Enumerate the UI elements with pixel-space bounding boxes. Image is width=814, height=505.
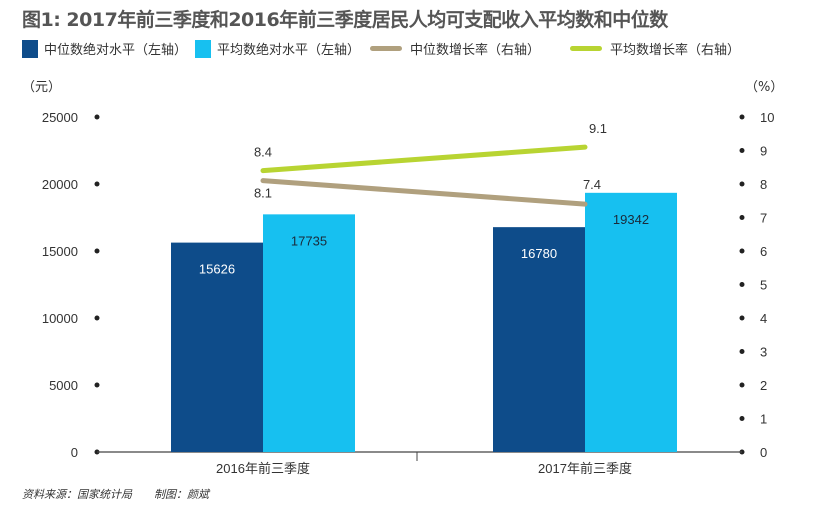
right-axis-unit: （%） <box>745 80 784 95</box>
bar-data-label: 15626 <box>199 262 235 277</box>
right-axis-tick-dot <box>739 282 745 287</box>
legend-swatch <box>195 39 212 58</box>
left-axis-tick-label: 0 <box>71 445 78 460</box>
source-note: 资料来源：国家统计局 <box>22 488 132 501</box>
right-axis-tick-dot <box>739 416 745 421</box>
left-axis-tick-dot <box>94 382 100 388</box>
right-axis-tick-dot <box>739 114 745 120</box>
right-axis-tick-label: 2 <box>760 378 767 393</box>
bar-data-label: 19342 <box>613 212 649 227</box>
right-axis-tick-dot <box>739 349 745 354</box>
legend-line <box>570 46 603 51</box>
bar-data-label: 16780 <box>521 246 557 261</box>
left-axis-tick-label: 20000 <box>42 177 78 192</box>
legend-label: 平均数绝对水平（左轴） <box>217 43 361 58</box>
left-axis-tick-label: 5000 <box>49 378 78 393</box>
legend-label: 平均数增长率（右轴） <box>610 43 741 58</box>
right-axis-tick-label: 1 <box>760 412 767 427</box>
left-axis-tick-dot <box>94 315 100 321</box>
line-median-growth <box>260 178 588 207</box>
legend: 中位数绝对水平（左轴） 平均数绝对水平（左轴） 中位数增长率（右轴） 平均数增长… <box>22 39 748 58</box>
line-mean-growth <box>260 144 588 174</box>
left-axis-tick-label: 10000 <box>42 311 78 326</box>
right-axis-tick-dot <box>739 382 745 388</box>
bar-median <box>493 227 585 452</box>
right-axis-tick-dot <box>739 148 745 153</box>
left-axis-tick-dot <box>94 181 100 187</box>
bar-data-label: 17735 <box>291 233 327 248</box>
right-axis-tick-label: 3 <box>760 345 767 360</box>
legend-item-mean-level: 平均数绝对水平（左轴） <box>195 39 360 58</box>
left-axis-tick-dot <box>94 248 100 254</box>
right-axis-tick-dot <box>739 215 745 220</box>
bar-mean <box>263 214 355 452</box>
right-axis-tick-label: 8 <box>760 177 767 192</box>
legend-label: 中位数绝对水平（左轴） <box>44 43 188 58</box>
author-note: 制图：颜斌 <box>154 488 209 501</box>
right-axis-tick-label: 5 <box>760 278 767 293</box>
legend-item-median-level: 中位数绝对水平（左轴） <box>22 39 187 58</box>
right-axis-tick-dot <box>739 181 745 187</box>
x-axis-category-label: 2017年前三季度 <box>538 461 632 476</box>
left-axis-tick-label: 25000 <box>42 110 78 125</box>
bar-mean <box>585 192 677 452</box>
legend-item-mean-growth: 平均数增长率（右轴） <box>570 39 740 58</box>
legend-item-median-growth: 中位数增长率（右轴） <box>370 39 540 58</box>
right-axis-tick-label: 0 <box>760 445 767 460</box>
right-axis-tick-dot <box>739 315 745 321</box>
line-data-label: 8.4 <box>254 145 272 160</box>
line-data-label: 7.4 <box>583 177 601 192</box>
legend-label: 中位数增长率（右轴） <box>410 43 541 58</box>
right-axis-tick-label: 10 <box>760 110 774 125</box>
line-data-label: 9.1 <box>589 121 607 136</box>
right-axis-tick-label: 9 <box>760 144 767 159</box>
right-axis-tick-dot <box>739 248 745 254</box>
right-axis-tick-label: 7 <box>760 211 767 226</box>
footer: 资料来源：国家统计局 制图：颜斌 <box>22 486 209 502</box>
legend-line <box>370 46 403 51</box>
x-axis-category-label: 2016年前三季度 <box>216 461 310 476</box>
legend-swatch <box>22 39 38 58</box>
left-axis-unit: （元） <box>22 80 62 95</box>
right-axis-tick-label: 4 <box>760 311 767 326</box>
left-axis-tick-label: 15000 <box>42 244 78 259</box>
right-axis-tick-label: 6 <box>760 244 767 259</box>
left-axis-tick-dot <box>94 114 100 120</box>
line-data-label: 8.1 <box>254 186 272 201</box>
chart-title: 图1: 2017年前三季度和2016年前三季度居民人均可支配收入平均数和中位数 <box>22 9 668 31</box>
bar-median <box>171 242 263 452</box>
